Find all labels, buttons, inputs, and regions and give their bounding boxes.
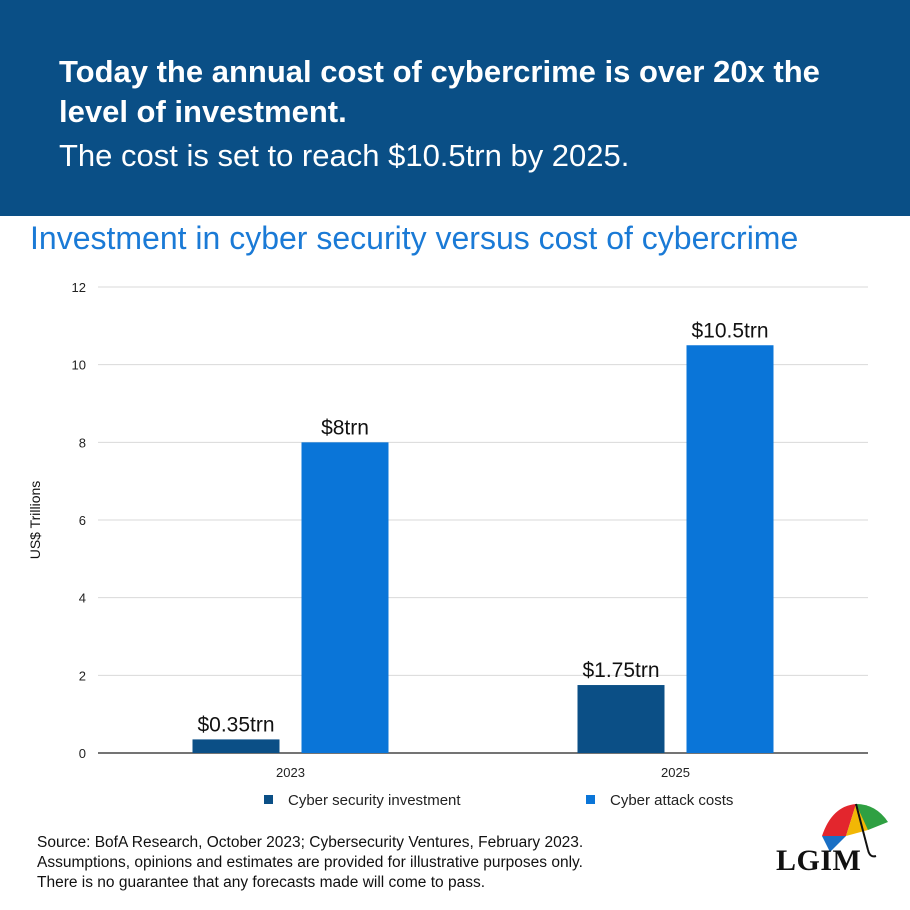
footnote: Source: BofA Research, October 2023; Cyb…	[37, 833, 737, 893]
headline: Today the annual cost of cybercrime is o…	[59, 54, 820, 129]
data-label: $8trn	[321, 416, 369, 439]
header-banner: Today the annual cost of cybercrime is o…	[0, 0, 910, 216]
bar	[301, 442, 389, 753]
legend-label: Cyber attack costs	[610, 792, 733, 809]
x-tick-label: 2023	[276, 765, 305, 780]
bar	[577, 685, 665, 753]
logo-text: LGIM	[776, 844, 862, 877]
y-tick-label: 8	[79, 435, 86, 450]
bar	[192, 739, 280, 753]
data-label: $0.35trn	[197, 713, 274, 736]
y-tick-label: 10	[72, 358, 86, 373]
data-label: $1.75trn	[582, 659, 659, 682]
bar-chart: 0 2 4 6 8 10 12 US$ Trillions $0.35trn $8trn 2023 $…	[27, 280, 868, 809]
umbrella-icon	[822, 803, 888, 858]
y-tick-label: 0	[79, 746, 86, 761]
footnote-line: There is no guarantee that any forecasts…	[37, 874, 486, 891]
y-tick-label: 2	[79, 668, 86, 683]
subheadline: The cost is set to reach $10.5trn by 202…	[59, 138, 630, 173]
y-tick-label: 6	[79, 513, 86, 528]
legend-swatch	[264, 795, 273, 804]
y-axis-label: US$ Trillions	[27, 481, 43, 560]
footnote-line: Source: BofA Research, October 2023; Cyb…	[37, 834, 584, 851]
lgim-logo: LGIM	[776, 800, 891, 880]
legend-swatch	[586, 795, 595, 804]
y-tick-label: 4	[79, 591, 86, 606]
bar	[686, 345, 774, 753]
data-label: $10.5trn	[691, 319, 768, 342]
chart-title: Investment in cyber security versus cost…	[30, 220, 799, 256]
x-tick-label: 2025	[661, 765, 690, 780]
y-tick-label: 12	[72, 280, 86, 295]
footnote-line: Assumptions, opinions and estimates are …	[37, 854, 583, 871]
legend-label: Cyber security investment	[288, 792, 461, 809]
